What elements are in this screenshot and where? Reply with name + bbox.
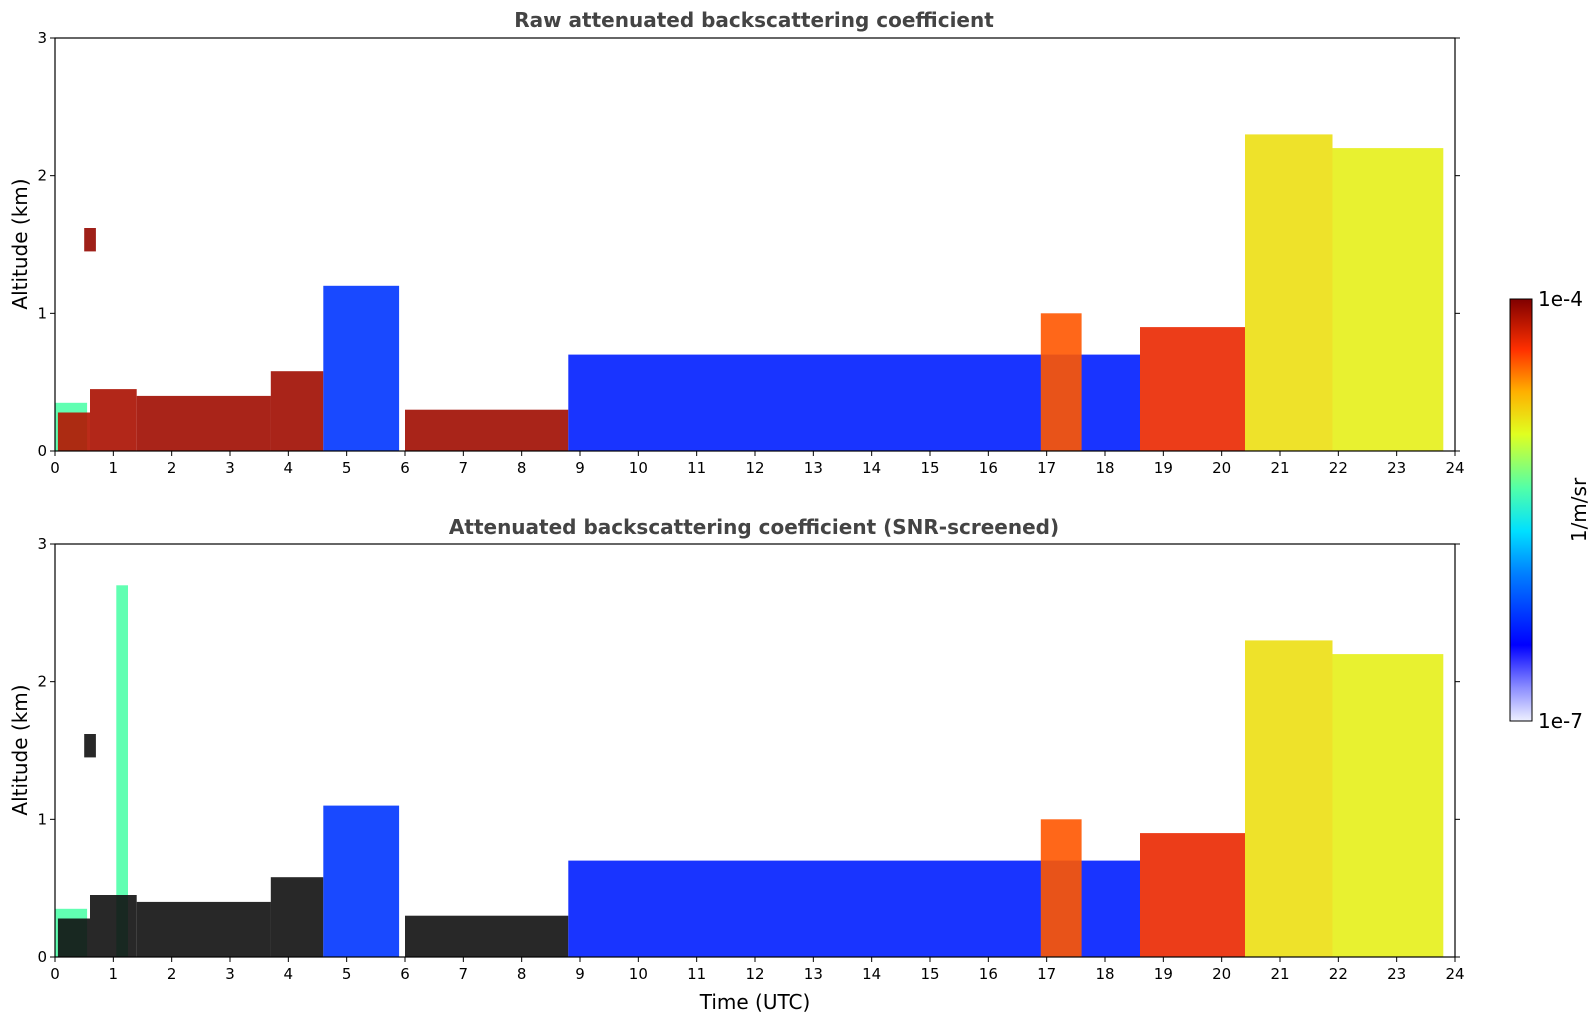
heatmap-region bbox=[323, 805, 400, 957]
heatmap-region bbox=[136, 395, 271, 451]
x-tick-label: 17 bbox=[1037, 965, 1056, 983]
heatmap-region bbox=[1040, 313, 1082, 451]
x-tick-label: 17 bbox=[1037, 459, 1056, 477]
x-tick-label: 6 bbox=[400, 965, 410, 983]
x-tick-label: 19 bbox=[1154, 459, 1173, 477]
heatmap-region bbox=[1040, 819, 1082, 957]
y-tick-label: 1 bbox=[37, 304, 47, 322]
x-tick-label: 12 bbox=[745, 459, 764, 477]
x-tick-label: 23 bbox=[1387, 459, 1406, 477]
heatmap-region bbox=[405, 915, 569, 957]
panel-title-screened: Attenuated backscattering coefficient (S… bbox=[449, 515, 1059, 539]
axis-ticks-raw: 0 1 2 3 4 5 6 7 8 9 10 11 12 13 14 15 16 17 18 19 20 21 22 23 24… bbox=[37, 29, 1464, 477]
x-tick-label: 14 bbox=[862, 459, 881, 477]
heatmap-region bbox=[90, 895, 137, 957]
x-tick-label: 1 bbox=[109, 459, 119, 477]
x-tick-label: 8 bbox=[517, 459, 527, 477]
x-tick-label: 15 bbox=[920, 459, 939, 477]
y-tick-label: 2 bbox=[37, 673, 47, 691]
heatmap-region bbox=[116, 585, 128, 957]
colorbar-max-label: 1e-4 bbox=[1538, 287, 1583, 311]
y-axis-label-raw: Altitude (km) bbox=[8, 178, 32, 309]
x-tick-label: 22 bbox=[1329, 965, 1348, 983]
heatmap-region bbox=[84, 734, 96, 758]
heatmap-region bbox=[1245, 640, 1333, 957]
x-tick-label: 11 bbox=[687, 459, 706, 477]
x-tick-label: 1 bbox=[109, 965, 119, 983]
colorbar-gradient bbox=[1509, 298, 1533, 722]
x-tick-label: 0 bbox=[50, 459, 60, 477]
heatmap-region bbox=[57, 918, 90, 957]
x-tick-label: 18 bbox=[1095, 965, 1114, 983]
heatmap-region bbox=[1245, 134, 1333, 451]
x-tick-label: 2 bbox=[167, 459, 177, 477]
y-tick-label: 0 bbox=[37, 442, 47, 460]
heatmap-raw bbox=[55, 134, 1444, 451]
x-tick-label: 21 bbox=[1270, 459, 1289, 477]
heatmap-region bbox=[57, 412, 90, 451]
axis-ticks-screened: 0 1 2 3 4 5 6 7 8 9 10 11 12 13 14 15 16 17 18 19 20 21 22 23 24… bbox=[37, 535, 1464, 983]
y-tick-label: 1 bbox=[37, 810, 47, 828]
panel-title-raw: Raw attenuated backscattering coefficien… bbox=[514, 8, 994, 32]
heatmap-region bbox=[84, 228, 96, 252]
x-tick-label: 14 bbox=[862, 965, 881, 983]
x-tick-label: 16 bbox=[979, 965, 998, 983]
x-tick-label: 5 bbox=[342, 459, 352, 477]
x-tick-label: 2 bbox=[167, 965, 177, 983]
x-axis-label: Time (UTC) bbox=[699, 990, 811, 1014]
colorbar-unit-label: 1/m/sr bbox=[1567, 477, 1591, 542]
heatmap-region bbox=[1332, 654, 1444, 957]
heatmap-region bbox=[270, 371, 324, 451]
x-tick-label: 11 bbox=[687, 965, 706, 983]
x-tick-label: 10 bbox=[629, 459, 648, 477]
y-axis-label-screened: Altitude (km) bbox=[8, 684, 32, 815]
heatmap-region bbox=[1140, 327, 1245, 451]
x-tick-label: 15 bbox=[920, 965, 939, 983]
x-tick-label: 6 bbox=[400, 459, 410, 477]
x-tick-label: 22 bbox=[1329, 459, 1348, 477]
y-tick-label: 3 bbox=[37, 29, 47, 47]
x-tick-label: 4 bbox=[284, 459, 294, 477]
y-tick-label: 2 bbox=[37, 167, 47, 185]
heatmap-region bbox=[136, 901, 271, 957]
x-tick-label: 24 bbox=[1445, 459, 1464, 477]
x-tick-label: 21 bbox=[1270, 965, 1289, 983]
screened-backscatter-panel: Attenuated backscattering coefficient (S… bbox=[8, 515, 1465, 1014]
x-tick-label: 7 bbox=[459, 459, 469, 477]
x-tick-label: 5 bbox=[342, 965, 352, 983]
x-tick-label: 20 bbox=[1212, 965, 1231, 983]
x-tick-label: 3 bbox=[225, 965, 235, 983]
x-tick-label: 13 bbox=[804, 459, 823, 477]
x-tick-label: 3 bbox=[225, 459, 235, 477]
y-tick-label: 3 bbox=[37, 535, 47, 553]
x-tick-label: 7 bbox=[459, 965, 469, 983]
heatmap-region bbox=[90, 389, 137, 451]
heatmap-screened bbox=[55, 585, 1444, 957]
heatmap-region bbox=[405, 409, 569, 451]
x-tick-label: 8 bbox=[517, 965, 527, 983]
heatmap-region bbox=[1332, 148, 1444, 451]
x-tick-label: 10 bbox=[629, 965, 648, 983]
x-tick-label: 24 bbox=[1445, 965, 1464, 983]
raw-backscatter-panel: Raw attenuated backscattering coefficien… bbox=[8, 8, 1465, 477]
colorbar-min-label: 1e-7 bbox=[1538, 709, 1583, 733]
colorbar: 1e-4 1e-7 1/m/sr bbox=[1509, 287, 1591, 733]
x-tick-label: 0 bbox=[50, 965, 60, 983]
x-tick-label: 16 bbox=[979, 459, 998, 477]
heatmap-region bbox=[270, 877, 324, 957]
heatmap-region bbox=[323, 285, 400, 451]
x-tick-label: 12 bbox=[745, 965, 764, 983]
x-tick-label: 9 bbox=[575, 965, 585, 983]
x-tick-label: 4 bbox=[284, 965, 294, 983]
x-tick-label: 9 bbox=[575, 459, 585, 477]
heatmap-region bbox=[1140, 833, 1245, 957]
x-tick-label: 13 bbox=[804, 965, 823, 983]
y-tick-label: 0 bbox=[37, 948, 47, 966]
x-tick-label: 18 bbox=[1095, 459, 1114, 477]
x-tick-label: 19 bbox=[1154, 965, 1173, 983]
x-tick-label: 23 bbox=[1387, 965, 1406, 983]
x-tick-label: 20 bbox=[1212, 459, 1231, 477]
